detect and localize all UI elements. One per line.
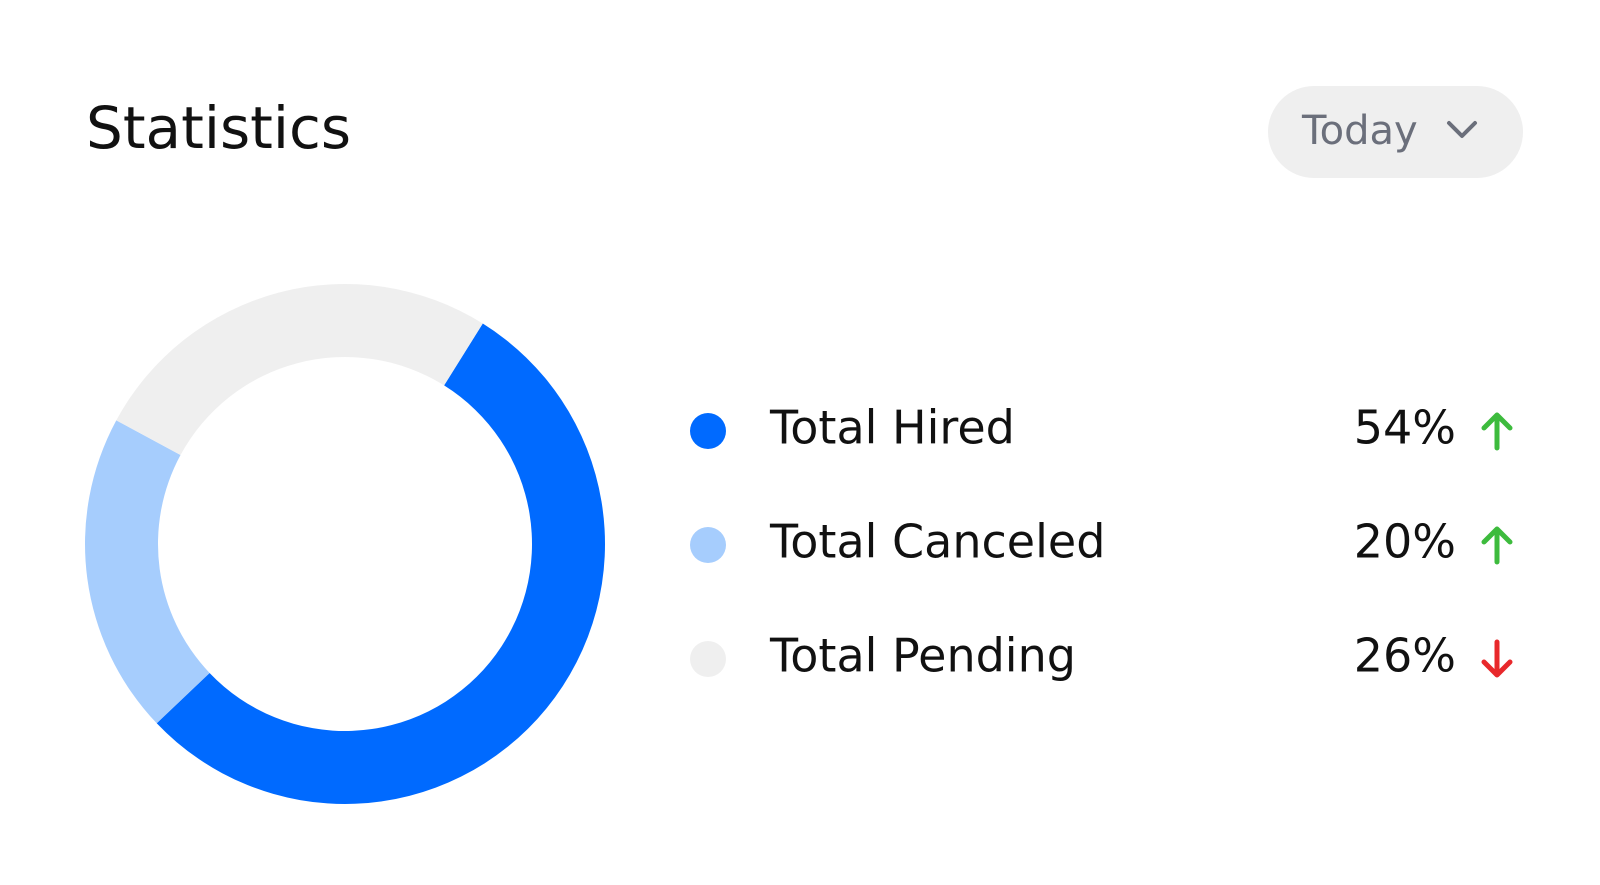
value-label: 26% [1354, 629, 1456, 683]
trend-up-arrow [1481, 526, 1513, 565]
period-dropdown[interactable]: Today [1268, 86, 1523, 178]
donut-segment [85, 420, 210, 724]
trend-down-arrow [1481, 639, 1513, 678]
legend-dot [690, 641, 726, 677]
legend-label: Total Canceled [769, 515, 1105, 569]
dropdown-chevron[interactable] [1447, 121, 1477, 138]
chart-title: Statistics [86, 94, 351, 162]
value-label: 20% [1354, 515, 1456, 569]
trend-up-arrow [1481, 412, 1513, 451]
dropdown-pill[interactable] [1268, 86, 1523, 178]
donut-segment [156, 323, 605, 804]
value-label: 54% [1354, 401, 1456, 455]
legend-dot [690, 527, 726, 563]
donut-segment [116, 284, 483, 456]
legend-label: Total Pending [769, 629, 1076, 683]
dropdown-label[interactable]: Today [1301, 108, 1418, 154]
legend-dot [690, 413, 726, 449]
legend-label: Total Hired [769, 401, 1015, 455]
